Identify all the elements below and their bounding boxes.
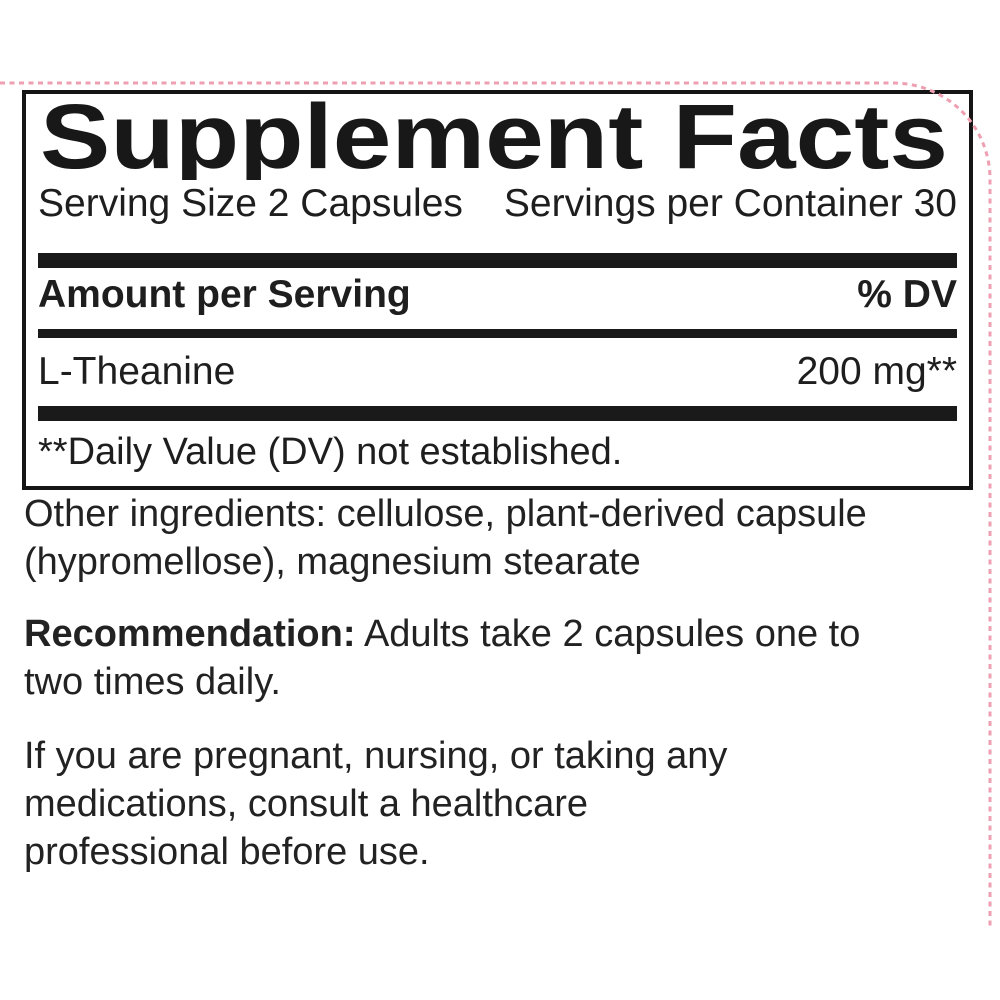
recommendation-label: Recommendation: (24, 613, 356, 655)
separator-bar-thick (38, 253, 957, 268)
panel-title-wrap: Supplement Facts (40, 96, 948, 180)
usage-warning-text: If you are pregnant, nursing, or taking … (24, 735, 728, 873)
other-ingredients-text: Other ingredients: cellulose, plant-deri… (24, 493, 867, 583)
serving-size: Serving Size 2 Capsules (38, 182, 463, 225)
column-header-amount-per-serving: Amount per Serving (38, 273, 411, 316)
recommendation-paragraph: Recommendation: Adults take 2 capsules o… (24, 610, 889, 706)
separator-bar-thick (38, 406, 957, 421)
table-header-row: Amount per Serving % DV (38, 275, 957, 315)
nutrient-row: L-Theanine 200 mg** (38, 351, 957, 393)
column-header-percent-dv: % DV (857, 273, 957, 316)
servings-per-container: Servings per Container 30 (503, 182, 957, 225)
nutrient-name: L-Theanine (38, 350, 236, 393)
supplement-facts-panel: Supplement Facts Serving Size 2 Capsules… (22, 90, 973, 490)
nutrient-amount: 200 mg** (796, 350, 957, 393)
serving-info-row: Serving Size 2 Capsules Servings per Con… (38, 180, 957, 227)
dv-footnote: **Daily Value (DV) not established. (38, 431, 623, 473)
separator-bar-thin (38, 329, 957, 338)
panel-title: Supplement Facts (40, 96, 948, 180)
